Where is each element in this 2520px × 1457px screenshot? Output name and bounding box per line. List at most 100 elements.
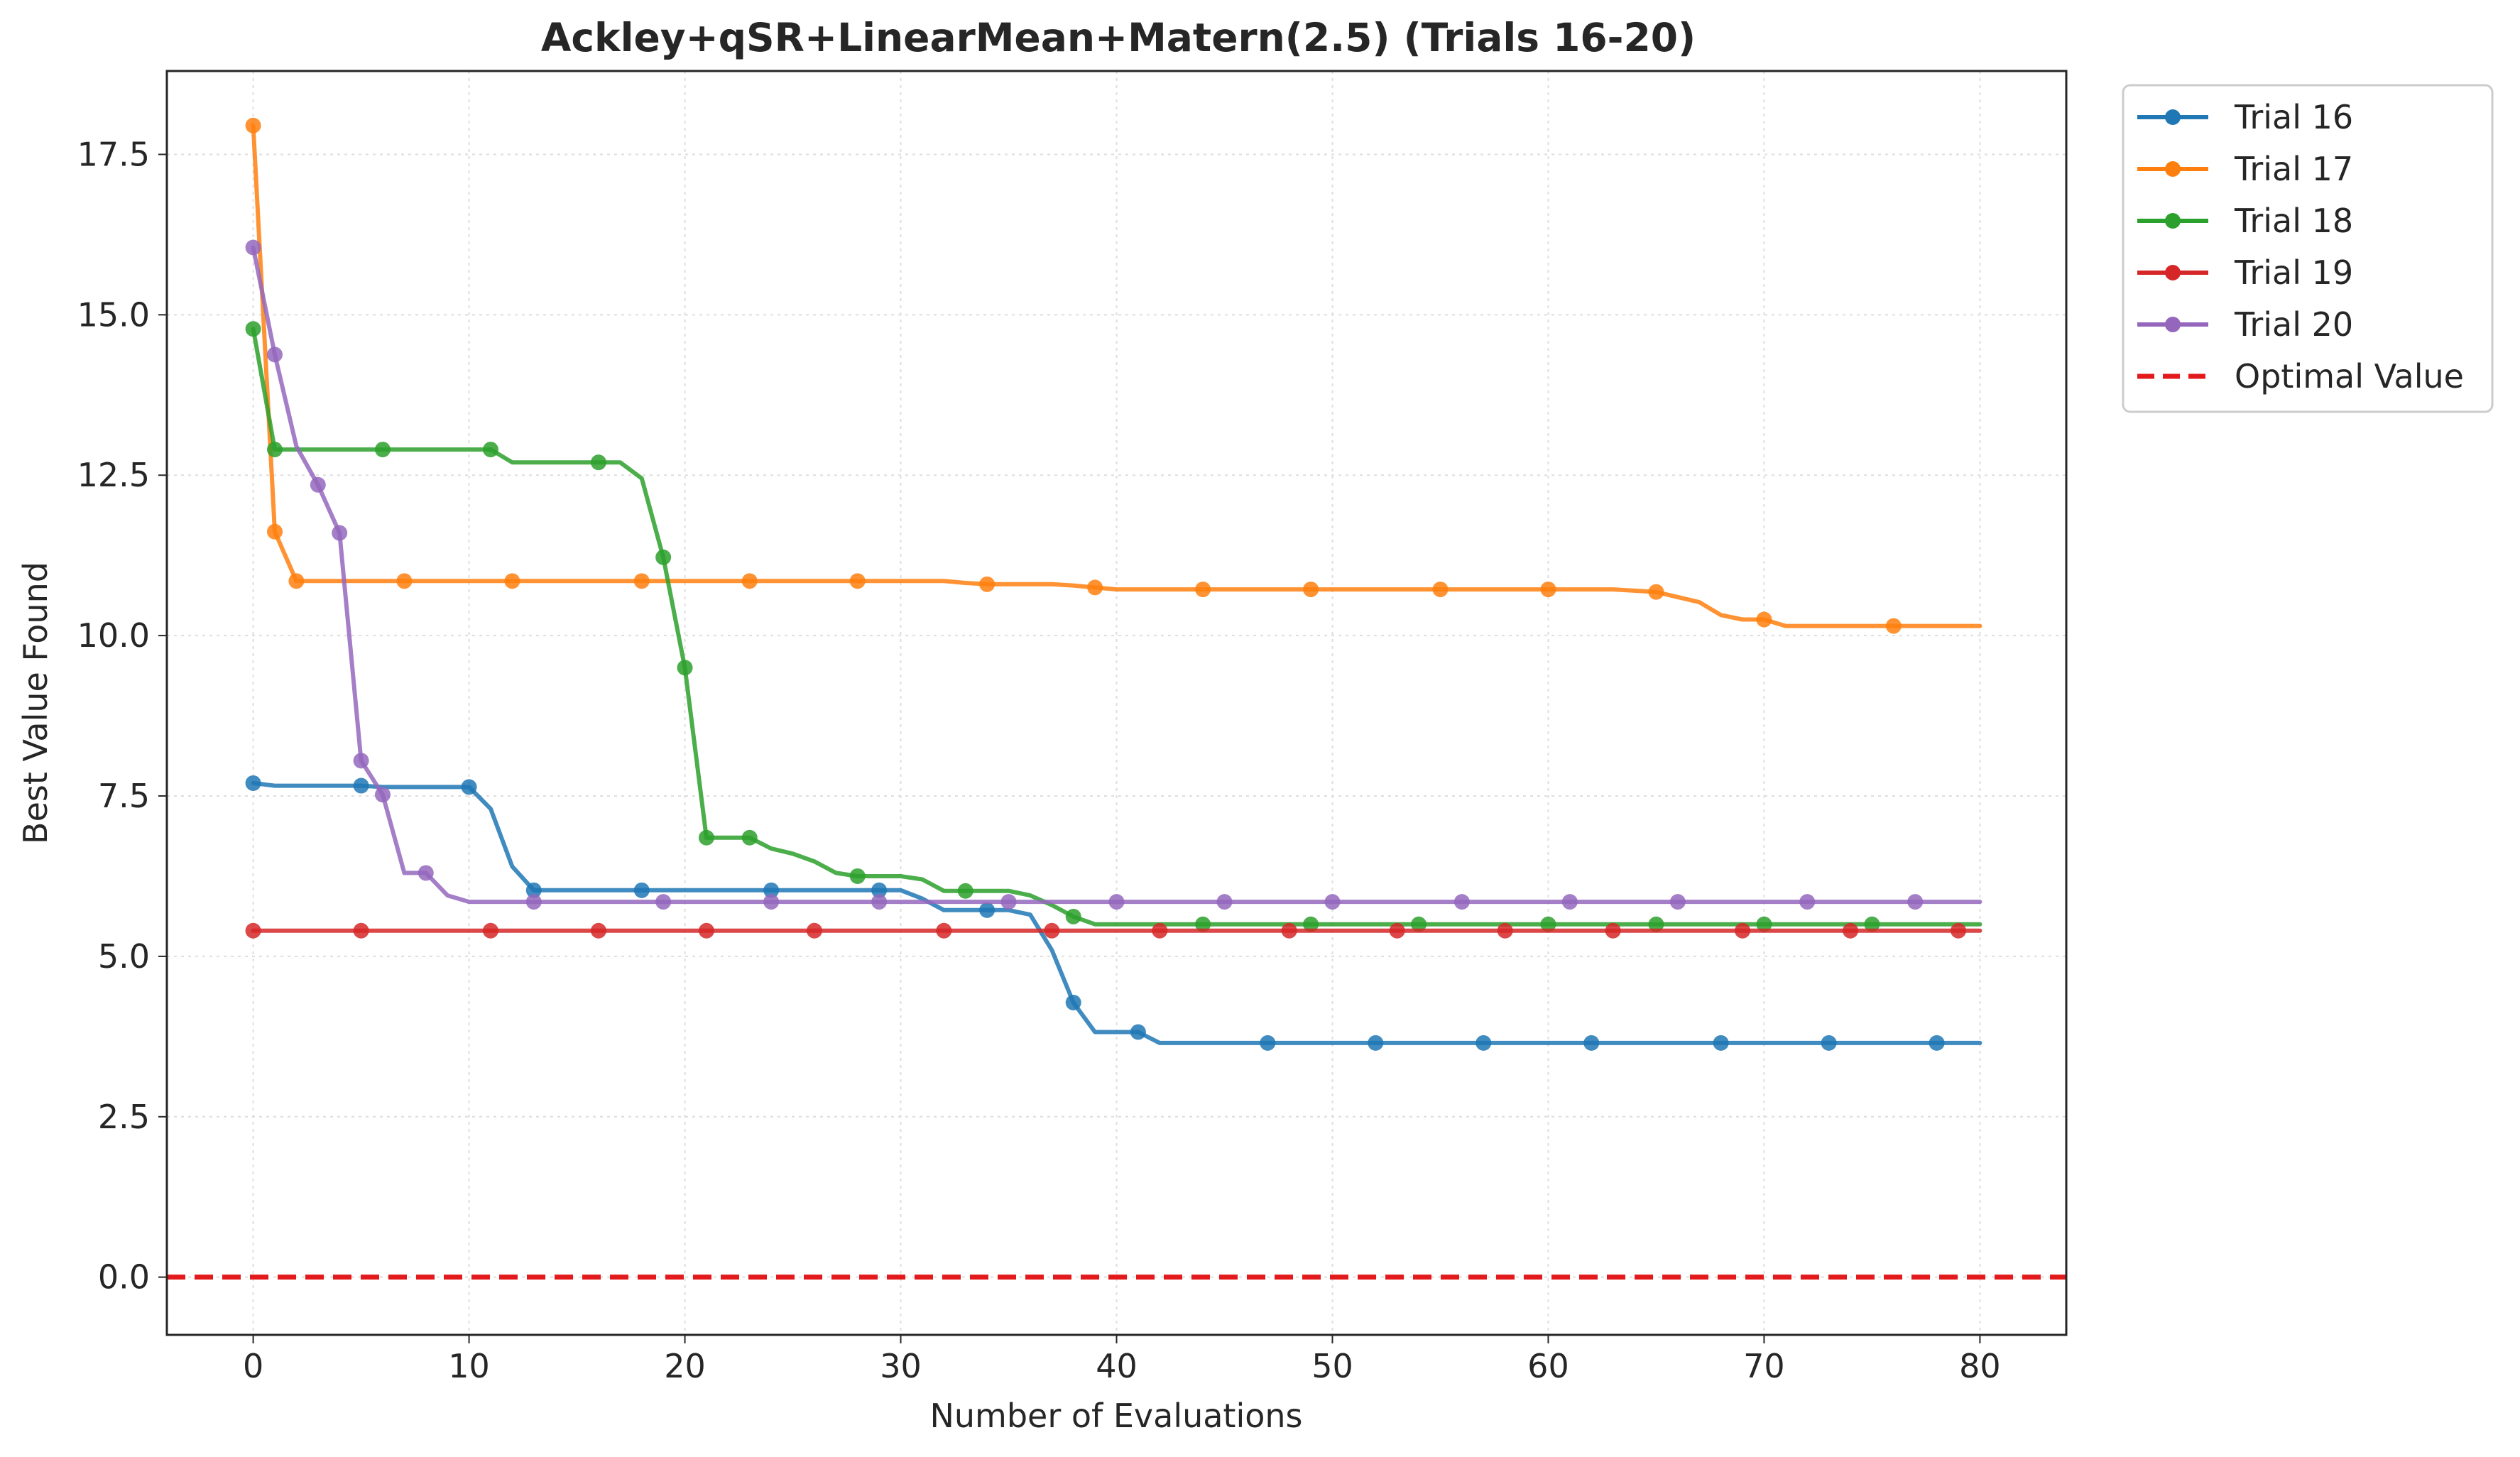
data-point bbox=[418, 865, 434, 881]
data-point bbox=[677, 660, 693, 676]
y-tick-label: 0.0 bbox=[98, 1258, 150, 1297]
data-point bbox=[1108, 894, 1125, 910]
data-point bbox=[396, 573, 413, 589]
legend-marker bbox=[2165, 213, 2181, 229]
data-point bbox=[245, 117, 261, 133]
x-tick-label: 10 bbox=[448, 1347, 490, 1385]
data-point bbox=[1540, 582, 1556, 598]
x-tick-label: 80 bbox=[1959, 1347, 2001, 1385]
data-point bbox=[1000, 894, 1017, 910]
series-trial-18 bbox=[245, 321, 1982, 932]
data-point bbox=[461, 779, 477, 795]
series-line bbox=[251, 327, 1982, 927]
data-point bbox=[266, 523, 283, 540]
data-point bbox=[633, 573, 650, 589]
y-tick-label: 10.0 bbox=[77, 616, 150, 655]
x-tick-label: 40 bbox=[1096, 1347, 1138, 1385]
grid bbox=[167, 71, 2066, 1335]
data-point bbox=[245, 239, 261, 256]
data-point bbox=[1130, 1024, 1146, 1040]
data-point bbox=[353, 753, 369, 769]
data-point bbox=[936, 922, 952, 939]
data-point bbox=[1195, 916, 1211, 932]
data-point bbox=[245, 321, 261, 337]
data-point bbox=[1735, 922, 1751, 939]
data-point bbox=[245, 775, 261, 791]
data-point bbox=[1951, 922, 1967, 939]
data-point bbox=[1260, 1035, 1276, 1051]
series-trial-20 bbox=[245, 239, 1982, 910]
data-point bbox=[1929, 1035, 1945, 1051]
y-axis-label: Best Value Found bbox=[16, 562, 55, 844]
legend-item: Trial 18 bbox=[2137, 202, 2353, 240]
data-point bbox=[1411, 916, 1427, 932]
data-point bbox=[1216, 894, 1233, 910]
y-tick-label: 15.0 bbox=[77, 295, 150, 334]
data-point bbox=[310, 476, 326, 493]
legend: Trial 16 Trial 17 Trial 18 Trial 19 Trial 20… bbox=[2122, 84, 2494, 413]
data-point bbox=[353, 922, 369, 939]
data-point bbox=[1583, 1035, 1600, 1051]
x-tick-label: 60 bbox=[1527, 1347, 1569, 1385]
x-tick-label: 50 bbox=[1311, 1347, 1353, 1385]
legend-item: Trial 20 bbox=[2137, 305, 2353, 344]
data-point bbox=[1368, 1035, 1384, 1051]
data-point bbox=[763, 894, 780, 910]
x-axis-ticks: 0 10 20 30 40 50 60 70 80 bbox=[243, 1335, 2001, 1385]
legend-marker bbox=[2165, 317, 2181, 332]
data-point bbox=[1885, 618, 1902, 634]
data-point bbox=[1648, 584, 1664, 600]
data-point bbox=[374, 787, 391, 803]
y-tick-label: 2.5 bbox=[98, 1098, 150, 1136]
data-point bbox=[849, 868, 866, 884]
x-axis-label: Number of Evaluations bbox=[929, 1397, 1302, 1435]
data-point bbox=[1756, 916, 1772, 932]
data-point bbox=[1065, 908, 1081, 924]
data-point bbox=[1065, 994, 1081, 1010]
series-trial-16 bbox=[245, 775, 1982, 1051]
data-point bbox=[1152, 922, 1168, 939]
data-point bbox=[1907, 894, 1924, 910]
data-point bbox=[1497, 922, 1513, 939]
legend-marker bbox=[2165, 265, 2181, 280]
data-point bbox=[957, 883, 973, 899]
data-point bbox=[1476, 1035, 1492, 1051]
data-point bbox=[806, 922, 822, 939]
series-trial-19 bbox=[245, 922, 1982, 939]
legend-label: Trial 16 bbox=[2234, 98, 2353, 136]
y-tick-label: 5.0 bbox=[98, 937, 150, 976]
legend-item: Optimal Value bbox=[2137, 357, 2464, 395]
data-point bbox=[1453, 894, 1470, 910]
data-point bbox=[288, 573, 305, 589]
data-point bbox=[1648, 916, 1664, 932]
data-point bbox=[979, 576, 996, 592]
y-tick-label: 17.5 bbox=[77, 135, 150, 173]
data-point bbox=[1561, 894, 1578, 910]
data-point bbox=[1432, 582, 1449, 598]
data-point bbox=[266, 346, 283, 363]
data-point bbox=[245, 922, 261, 939]
data-point bbox=[1324, 894, 1341, 910]
data-point bbox=[1303, 916, 1319, 932]
data-point bbox=[698, 829, 714, 846]
legend-item: Trial 19 bbox=[2137, 253, 2353, 292]
data-point bbox=[353, 777, 369, 794]
legend-item: Trial 16 bbox=[2137, 98, 2353, 136]
data-point bbox=[633, 882, 650, 898]
data-point bbox=[1303, 582, 1319, 598]
data-point bbox=[1669, 894, 1686, 910]
y-tick-label: 7.5 bbox=[98, 777, 150, 815]
legend-label: Trial 20 bbox=[2234, 305, 2353, 344]
data-point bbox=[1281, 922, 1297, 939]
data-point bbox=[1713, 1035, 1729, 1051]
data-point bbox=[266, 442, 283, 458]
data-point bbox=[1864, 916, 1880, 932]
data-point bbox=[1195, 582, 1211, 598]
y-axis-ticks: 0.0 2.5 5.0 7.5 10.0 12.5 15.0 17.5 bbox=[77, 135, 167, 1297]
data-point bbox=[763, 882, 780, 898]
data-point bbox=[741, 573, 758, 589]
data-point bbox=[871, 894, 888, 910]
data-point bbox=[1087, 579, 1103, 596]
